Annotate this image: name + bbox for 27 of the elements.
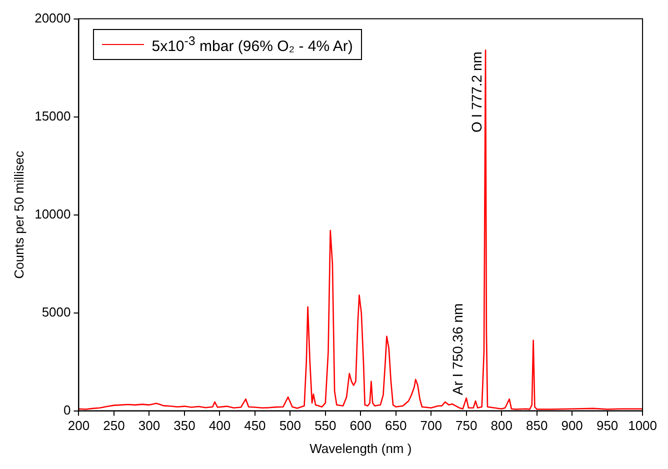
x-tick-label: 300 — [138, 418, 160, 434]
y-tick-label: 20000 — [34, 10, 71, 26]
annotation: O I 777.2 nm — [468, 52, 484, 132]
x-tick-label: 400 — [208, 418, 231, 434]
x-tick-label: 600 — [350, 418, 372, 434]
x-tick-label: 250 — [103, 418, 125, 434]
x-tick-label: 850 — [526, 418, 548, 434]
y-tick-label: 10000 — [34, 206, 71, 222]
legend-label: 5x10$^{-3}$ mbar (96% O₂ - 4% Ar) — [152, 34, 353, 55]
x-axis-title: Wavelength (nm ) — [310, 440, 412, 456]
x-tick-label: 750 — [456, 418, 478, 434]
x-tick-label: 1000 — [628, 418, 657, 434]
x-tick-label: 450 — [244, 418, 266, 434]
x-tick-label: 200 — [68, 418, 90, 434]
x-tick-label: 500 — [279, 418, 302, 434]
y-tick-label: 0 — [64, 402, 71, 418]
x-tick-label: 950 — [596, 418, 618, 434]
x-tick-label: 550 — [314, 418, 336, 434]
x-tick-label: 800 — [490, 418, 512, 434]
y-tick-label: 5000 — [42, 304, 71, 320]
x-tick-label: 700 — [420, 418, 442, 434]
y-axis-title: Counts per 50 millisec — [11, 150, 26, 279]
x-tick-label: 350 — [174, 418, 196, 434]
annotation: Ar I 750.36 nm — [449, 303, 466, 396]
x-tick-label: 900 — [561, 418, 583, 434]
y-tick-label: 15000 — [34, 108, 71, 124]
x-tick-label: 650 — [385, 418, 407, 434]
